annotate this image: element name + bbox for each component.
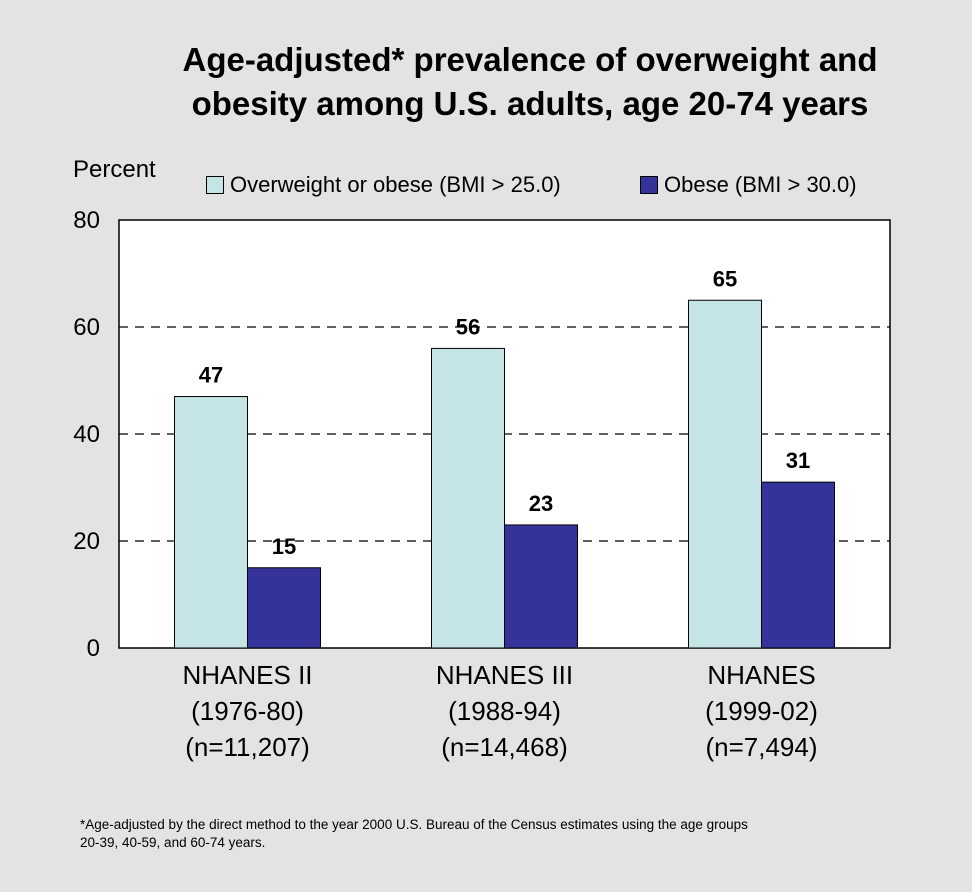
y-tick-label: 0 [87,635,100,662]
data-label: 15 [272,534,296,559]
y-tick-label: 20 [73,528,100,555]
bar [504,524,578,649]
data-label: 47 [199,363,223,388]
x-tick-label: (1988-94) [448,696,561,726]
legend-item-obese: Obese (BMI > 30.0) [640,172,857,198]
legend-label-overweight: Overweight or obese (BMI > 25.0) [230,172,561,197]
data-label: 31 [786,448,810,473]
x-tick-label: NHANES [707,660,815,690]
legend-item-overweight: Overweight or obese (BMI > 25.0) [206,172,561,198]
legend-swatch-overweight [206,176,224,194]
y-tick-label: 80 [73,207,100,234]
x-tick-label: NHANES II [182,660,312,690]
data-label: 56 [456,314,480,339]
chart-title-line-2: obesity among U.S. adults, age 20-74 yea… [191,85,869,122]
y-tick-label: 40 [73,421,100,448]
legend-swatch-obese [640,176,658,194]
x-tick-label: NHANES III [436,660,573,690]
bar [247,567,321,649]
bar [174,396,248,649]
data-label: 65 [713,266,737,291]
x-tick-label: (n=14,468) [441,732,567,762]
legend-label-obese: Obese (BMI > 30.0) [664,172,857,197]
y-tick-label: 60 [73,314,100,341]
footnote-line-2: 20-39, 40-59, and 60-74 years. [80,835,266,850]
footnote-line-1: *Age-adjusted by the direct method to th… [80,817,748,832]
bar [688,299,762,649]
data-label: 23 [529,491,553,516]
x-tick-label: (n=11,207) [185,732,310,762]
x-tick-label: (1999-02) [705,696,818,726]
x-tick-label: (1976-80) [191,696,304,726]
bar [431,347,505,649]
footnote: *Age-adjusted by the direct method to th… [80,816,900,852]
bar [761,481,835,649]
chart-title: Age-adjusted* prevalence of overweight a… [100,38,960,126]
y-axis-label: Percent [73,156,156,183]
x-tick-label: (n=7,494) [705,732,817,762]
chart-title-line-1: Age-adjusted* prevalence of overweight a… [182,41,878,78]
